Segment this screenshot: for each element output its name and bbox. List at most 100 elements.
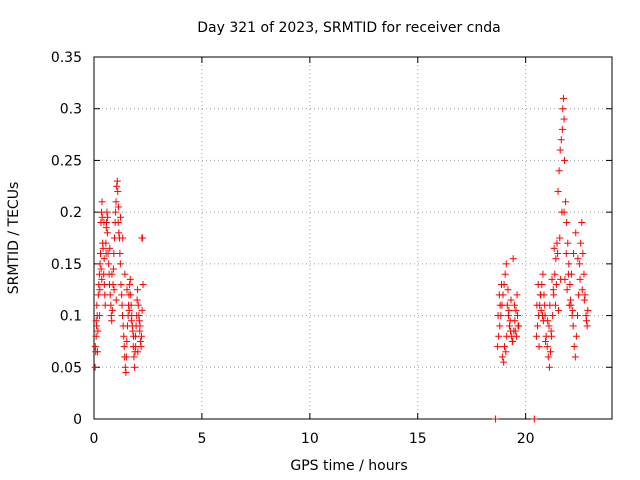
data-point (536, 291, 544, 299)
y-tick-label: 0.25 (51, 153, 82, 169)
axis-ticks (93, 56, 612, 420)
x-tick-label: 10 (301, 431, 319, 447)
data-point (583, 317, 591, 325)
data-point (503, 301, 511, 309)
data-point (121, 270, 129, 278)
data-point (554, 306, 562, 314)
y-tick-label: 0 (73, 412, 82, 428)
data-point (105, 260, 113, 268)
data-point (112, 208, 120, 216)
data-point (131, 363, 139, 371)
data-point (126, 281, 134, 289)
data-point (505, 306, 513, 314)
data-point (127, 317, 135, 325)
data-point (581, 291, 589, 299)
data-point (570, 250, 578, 258)
data-point (569, 306, 577, 314)
data-point (103, 208, 111, 216)
data-point (120, 343, 128, 351)
data-point (122, 368, 130, 376)
data-point (100, 255, 108, 263)
data-point (99, 244, 107, 252)
data-point (513, 312, 521, 320)
data-point (501, 270, 509, 278)
data-point (534, 322, 542, 330)
data-point (133, 296, 141, 304)
data-point (118, 301, 126, 309)
data-point (578, 286, 586, 294)
data-point (539, 312, 547, 320)
data-point (504, 286, 512, 294)
data-point (572, 229, 580, 237)
data-point (505, 322, 513, 330)
data-point (555, 167, 563, 175)
data-point (495, 291, 503, 299)
y-axis-label: SRMTID / TECUs (6, 182, 22, 295)
data-point (567, 296, 575, 304)
data-point (496, 322, 504, 330)
data-point (560, 115, 568, 123)
data-point (496, 301, 504, 309)
data-point (94, 327, 102, 335)
data-point (534, 281, 542, 289)
data-point (503, 332, 511, 340)
data-points (91, 94, 592, 423)
data-point (550, 244, 558, 252)
data-point (576, 260, 584, 268)
data-point (127, 301, 135, 309)
data-point (501, 343, 509, 351)
x-tick-label: 5 (197, 431, 206, 447)
data-point (139, 281, 147, 289)
data-point (114, 203, 122, 211)
data-point (557, 136, 565, 144)
data-point (548, 275, 556, 283)
data-point (113, 177, 121, 185)
data-point (121, 363, 129, 371)
data-point (117, 213, 125, 221)
data-point (513, 332, 521, 340)
data-point (554, 187, 562, 195)
data-point (566, 281, 574, 289)
data-point (560, 208, 568, 216)
data-point (115, 229, 123, 237)
data-point (547, 327, 555, 335)
data-point (494, 343, 502, 351)
data-point (552, 281, 560, 289)
data-point (500, 358, 508, 366)
data-point (134, 301, 142, 309)
data-point (108, 270, 116, 278)
y-tick-labels: 0 0.05 0.1 0.15 0.2 0.25 0.3 0.35 (51, 50, 82, 428)
data-point (509, 255, 517, 263)
x-axis-label: GPS time / hours (290, 458, 407, 474)
data-point (561, 156, 569, 164)
data-point (541, 301, 549, 309)
data-point (97, 265, 105, 273)
data-point (117, 281, 125, 289)
data-point (126, 275, 134, 283)
data-point (136, 322, 144, 330)
data-point (110, 286, 118, 294)
data-point (110, 250, 118, 258)
chart-title: Day 321 of 2023, SRMTID for receiver cnd… (197, 20, 500, 36)
data-point (565, 301, 573, 309)
data-point (113, 182, 121, 190)
data-point (506, 317, 514, 325)
data-point (114, 187, 122, 195)
data-point (565, 260, 573, 268)
data-point (109, 281, 117, 289)
data-point (539, 270, 547, 278)
data-point (119, 234, 127, 242)
data-point (137, 332, 145, 340)
data-point (544, 317, 552, 325)
data-point (553, 239, 561, 247)
data-point (116, 260, 124, 268)
data-point (507, 296, 515, 304)
data-point (545, 322, 553, 330)
data-point (502, 260, 510, 268)
data-point (508, 337, 516, 345)
data-point (570, 343, 578, 351)
data-point (96, 312, 104, 320)
data-point (104, 213, 112, 221)
grid-lines (94, 57, 612, 419)
